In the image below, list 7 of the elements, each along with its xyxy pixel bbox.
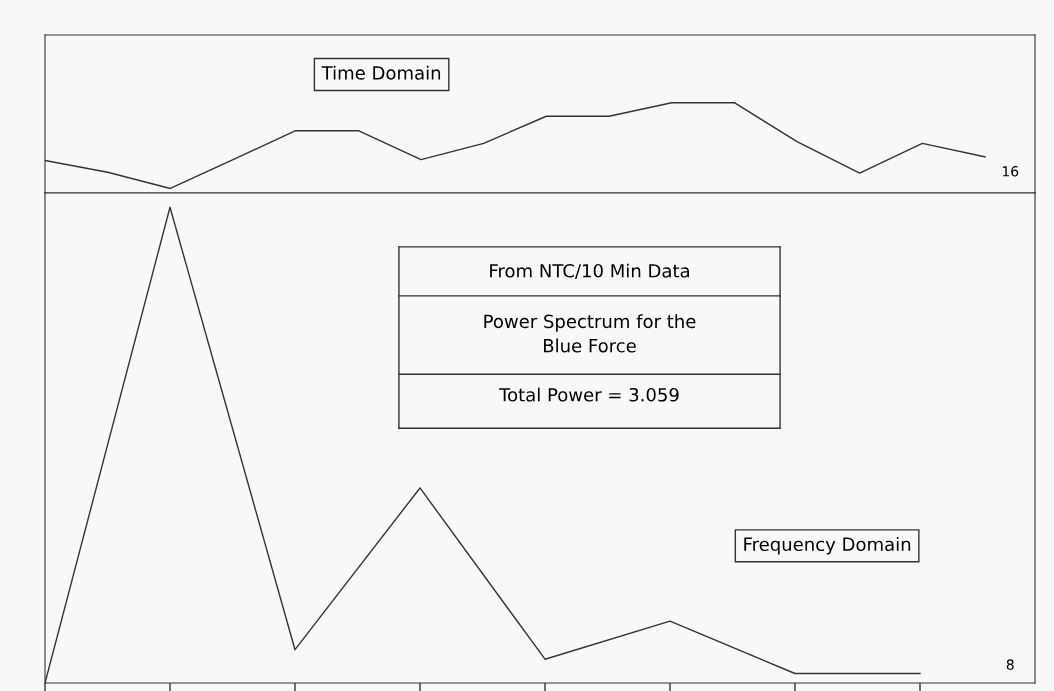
- annotation: Power Spectrum for the Blue Force: [484, 314, 696, 353]
- annotation: 8: [1006, 659, 1014, 670]
- annotation: Frequency Domain: [744, 537, 911, 555]
- annotation: 16: [1002, 165, 1019, 177]
- annotation: Total Power = 3.059: [499, 387, 679, 402]
- annotation: From NTC/10 Min Data: [490, 263, 689, 280]
- text: Time Domain: [321, 65, 441, 80]
